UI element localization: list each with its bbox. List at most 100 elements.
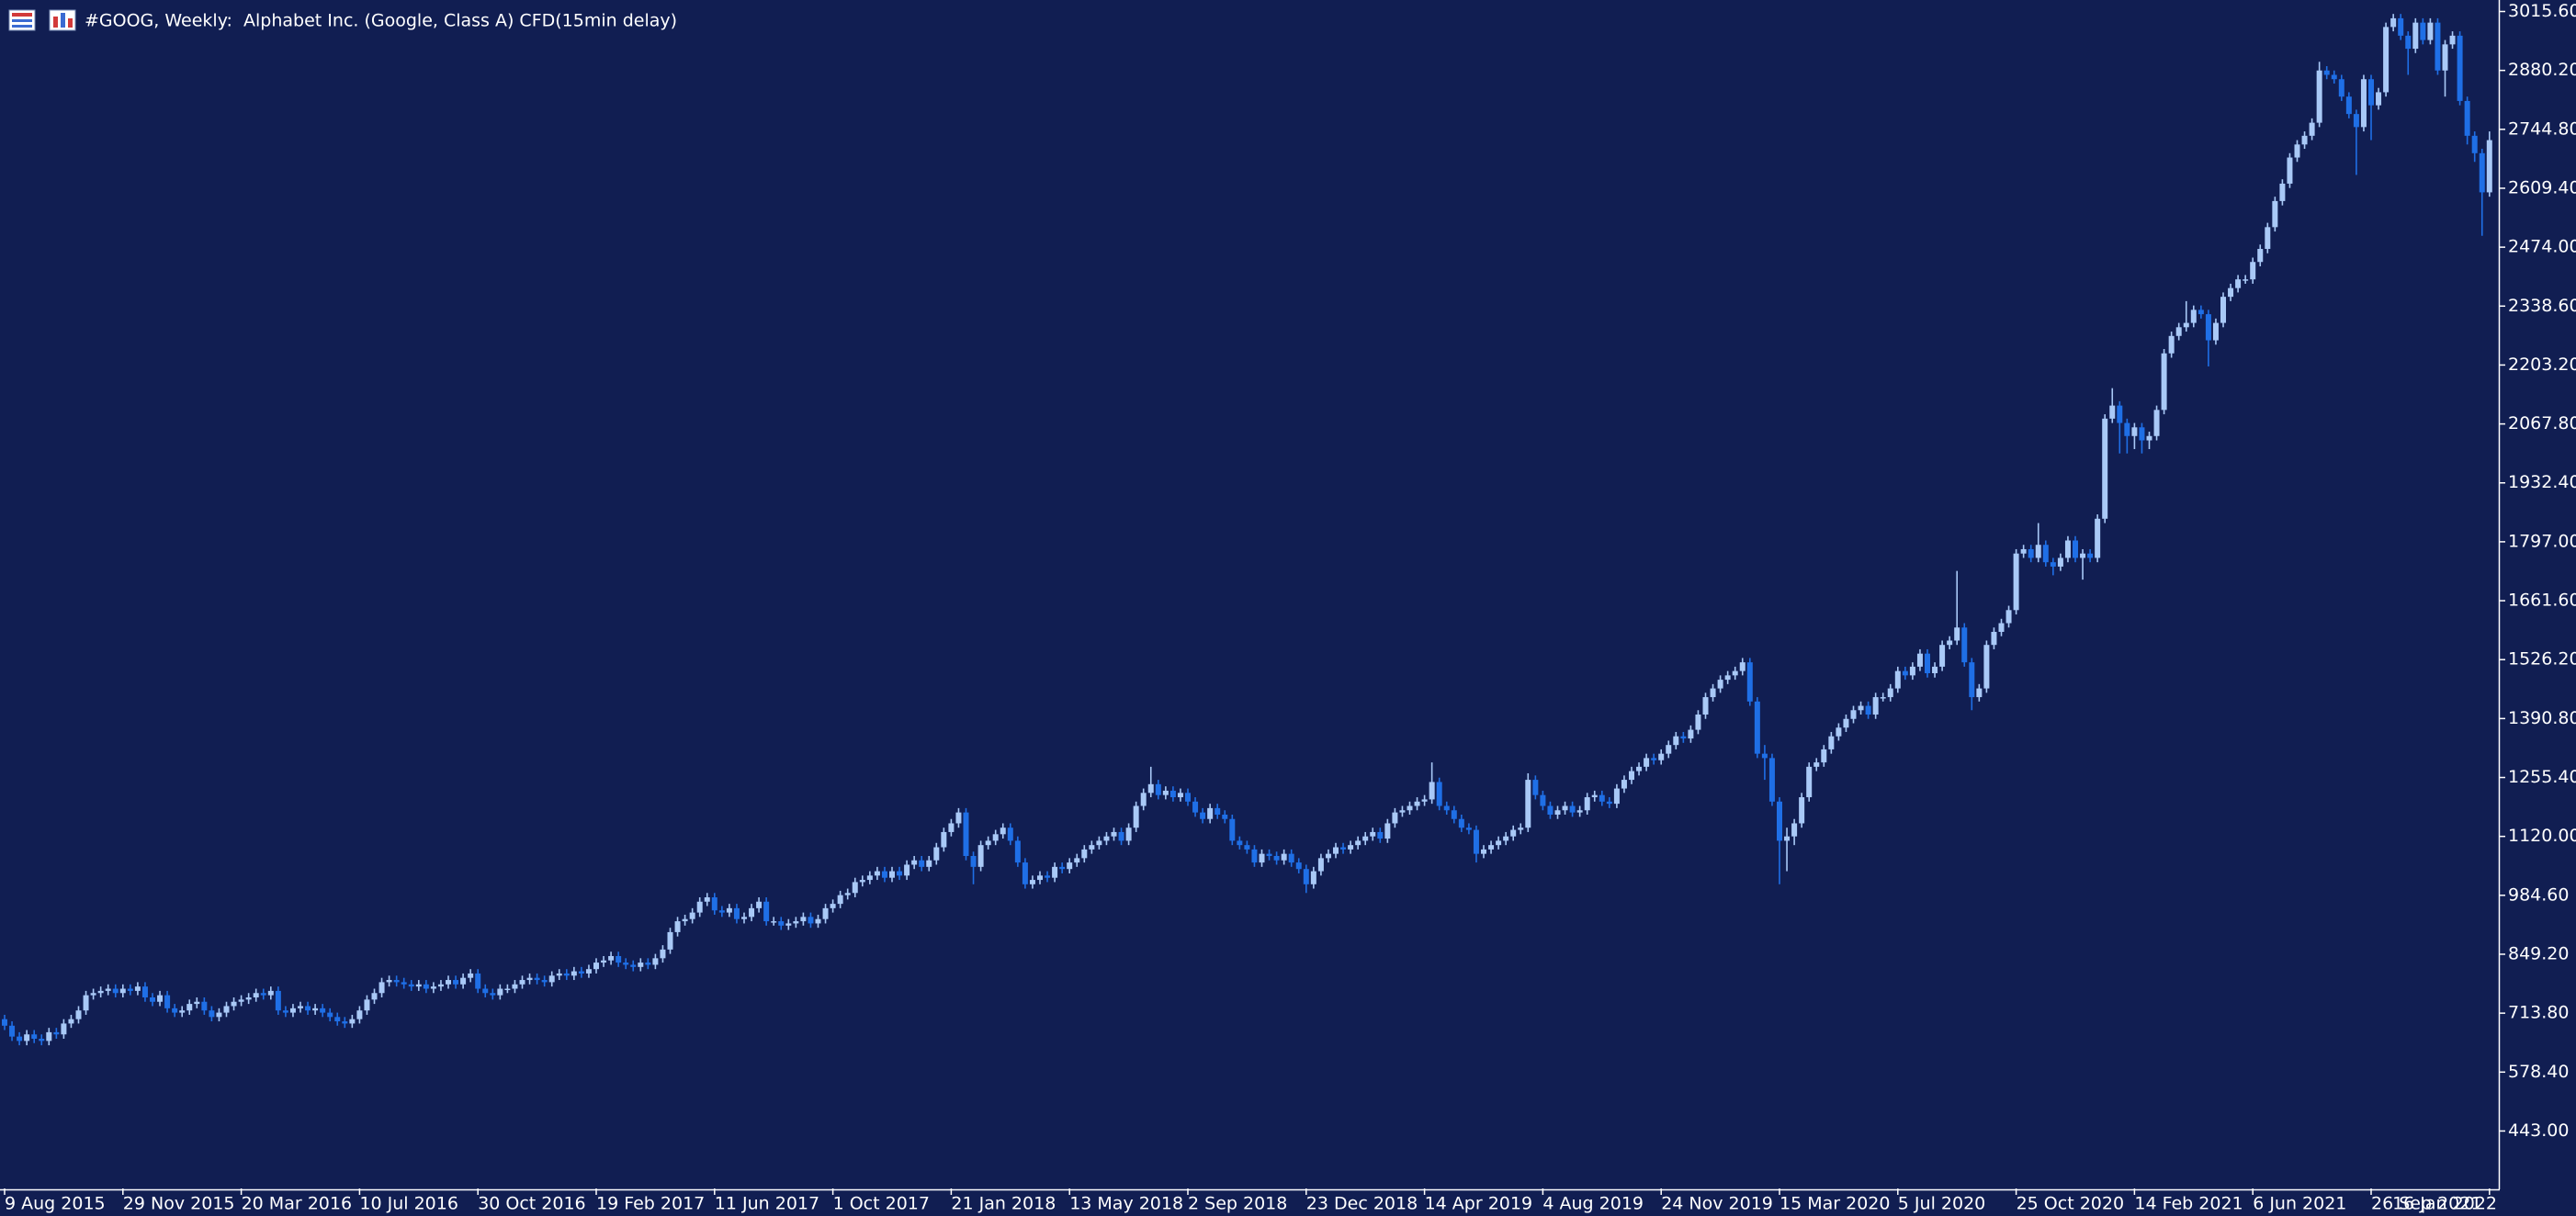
candle-body: [1185, 793, 1191, 802]
candle-body: [1836, 727, 1842, 737]
candle-body: [430, 986, 436, 989]
candle-body: [578, 971, 584, 974]
candle-body: [2442, 44, 2448, 71]
candle-body: [1451, 810, 1457, 819]
y-tick-label: 1526.20: [2508, 649, 2576, 670]
x-tick-label: 29 Nov 2015: [123, 1194, 235, 1214]
x-tick-label: 11 Jun 2017: [715, 1194, 819, 1214]
candle-body: [904, 864, 910, 876]
candle-body: [623, 963, 629, 965]
candle-body: [1591, 794, 1598, 798]
y-tick-label: 3015.60: [2508, 1, 2576, 21]
candle-body: [2398, 17, 2404, 36]
candle-body: [1162, 790, 1169, 795]
candle-body: [771, 921, 777, 923]
candle-body: [460, 977, 467, 985]
candle-body: [881, 871, 887, 878]
candle-body: [46, 1031, 52, 1041]
candle-body: [1067, 862, 1073, 870]
candle-body: [401, 982, 407, 985]
candle-body: [852, 882, 858, 894]
y-tick-label: 2880.20: [2508, 60, 2576, 80]
candle-body: [763, 901, 770, 922]
candle-body: [1710, 688, 1716, 698]
candle-body: [342, 1021, 348, 1024]
candle-body: [150, 996, 155, 1002]
candle-body: [1872, 697, 1879, 715]
candle-body: [585, 969, 592, 974]
candle-body: [1481, 849, 1486, 854]
candle-body: [1421, 799, 1428, 802]
candle-body: [919, 860, 925, 867]
candle-body: [1976, 688, 1983, 698]
candle-body: [1384, 823, 1391, 839]
y-tick-label: 1120.00: [2508, 826, 2576, 846]
candle-body: [977, 845, 984, 867]
candle-body: [859, 880, 865, 883]
candle-body: [1644, 758, 1650, 767]
candle-body: [1983, 645, 1990, 689]
candle-body: [194, 1001, 200, 1005]
candle-body: [1317, 858, 1324, 872]
candle-body: [2279, 183, 2286, 201]
candle-body: [2360, 79, 2367, 128]
x-tick-label: 14 Feb 2021: [2134, 1194, 2243, 1214]
candle-body: [534, 977, 540, 981]
candle-body: [1407, 805, 1413, 811]
candle-body: [726, 907, 732, 913]
x-tick-label: 2 Sep 2018: [1188, 1194, 1287, 1214]
candle-body: [1155, 783, 1161, 795]
candle-body: [563, 973, 570, 976]
candle-body: [1754, 701, 1760, 754]
candle-body: [1768, 758, 1775, 802]
candle-body: [1821, 749, 1827, 763]
candle-body: [408, 984, 414, 987]
candle-body: [134, 986, 141, 991]
candle-body: [963, 812, 969, 857]
candle-body: [933, 847, 940, 861]
candle-body: [1998, 623, 2005, 632]
candle-body: [97, 990, 104, 994]
candle-body: [1259, 853, 1265, 863]
candle-body: [696, 901, 703, 913]
candle-body: [1222, 814, 1228, 819]
candle-body: [2228, 287, 2234, 298]
candle-body: [378, 982, 385, 994]
candle-body: [1613, 788, 1620, 805]
candle-body: [2139, 427, 2145, 441]
candle-body: [1370, 831, 1376, 837]
candle-body: [127, 988, 133, 991]
candle-body: [689, 912, 695, 919]
candle-body: [231, 1001, 237, 1007]
table-icon-row: [12, 19, 32, 22]
candle-body: [2412, 22, 2419, 50]
candle-body: [1680, 736, 1687, 739]
candle-body: [1629, 771, 1634, 781]
candle-body: [1739, 662, 1746, 671]
candle-body: [253, 993, 259, 997]
chart-title: #GOOG, Weekly: Alphabet Inc. (Google, Cl…: [85, 11, 677, 31]
candle-body: [2220, 297, 2226, 323]
x-tick-label: 19 Feb 2017: [596, 1194, 705, 1214]
candle-body: [571, 971, 577, 976]
candle-body: [674, 921, 681, 932]
x-tick-label: 5 Jul 2020: [1898, 1194, 1985, 1214]
candle-body: [201, 1001, 208, 1011]
candle-body: [2323, 70, 2330, 75]
candle-body: [1089, 845, 1095, 850]
candle-body: [504, 988, 511, 991]
candle-body: [415, 984, 422, 987]
candle-body: [941, 831, 947, 848]
candle-body: [667, 931, 673, 950]
candle-body: [1916, 653, 1923, 667]
candle-body: [926, 860, 932, 867]
candle-body: [238, 999, 244, 1002]
candle-body: [1947, 640, 1953, 646]
candle-body: [541, 980, 548, 983]
candle-body: [2383, 27, 2390, 93]
candle-body: [1688, 729, 1694, 739]
candle-body: [1133, 805, 1139, 828]
x-tick-label: 13 May 2018: [1069, 1194, 1183, 1214]
